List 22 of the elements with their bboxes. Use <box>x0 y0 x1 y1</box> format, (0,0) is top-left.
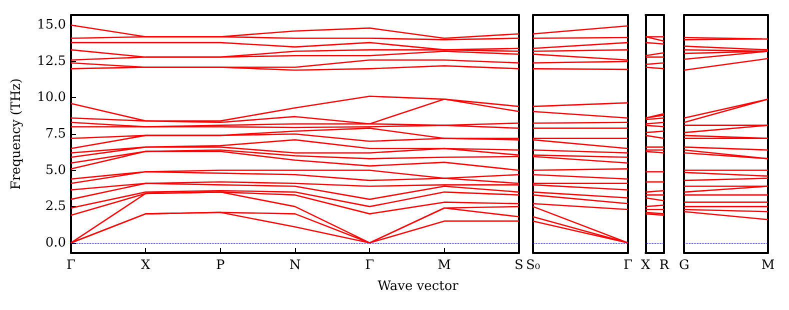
x-tick-label: M <box>761 258 775 273</box>
x-tick-label: X <box>640 258 651 273</box>
x-tick-label: G <box>678 258 690 273</box>
x-tick-label: S₀ <box>526 258 540 273</box>
x-tick-label: R <box>659 258 670 273</box>
y-tick-label: 2.5 <box>45 199 66 214</box>
x-tick-label: X <box>141 258 152 273</box>
y-axis-title: Frequency (THz) <box>9 78 24 190</box>
x-axis-title: Wave vector <box>378 279 460 294</box>
y-tick-label: 0.0 <box>45 235 66 250</box>
y-tick-label: 10.0 <box>37 90 66 106</box>
x-tick-label: N <box>289 258 301 273</box>
x-tick-label: M <box>438 258 451 273</box>
y-tick-label: 12.5 <box>37 54 66 69</box>
x-tick-label: Γ <box>365 258 374 273</box>
y-tick-label: 7.5 <box>45 126 66 142</box>
x-tick-label: Γ <box>623 258 633 273</box>
y-tick-label: 5.0 <box>45 162 66 178</box>
x-tick-label: S <box>514 258 524 273</box>
x-tick-label: Γ <box>66 258 76 273</box>
x-tick-label: P <box>216 258 225 273</box>
y-tick-label: 15.0 <box>37 18 66 33</box>
